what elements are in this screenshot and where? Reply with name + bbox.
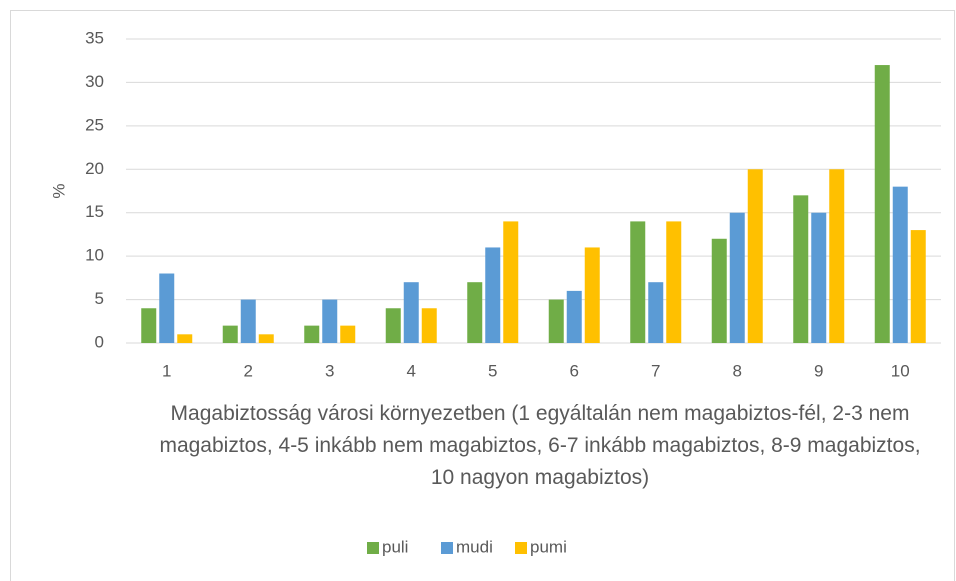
y-axis-label: % <box>49 183 68 198</box>
x-tick-label: 2 <box>244 361 253 380</box>
bar <box>141 308 157 343</box>
bar <box>630 221 646 343</box>
x-axis-label: Magabiztosság városi környezetben (1 egy… <box>159 402 921 489</box>
bar <box>421 308 437 343</box>
bar <box>793 195 809 343</box>
y-tick-label: 20 <box>85 159 104 178</box>
y-tick-label: 30 <box>85 72 104 91</box>
bar <box>648 282 664 343</box>
y-tick-label: 25 <box>85 115 104 134</box>
bar <box>403 282 419 343</box>
bar <box>829 169 845 343</box>
bar <box>177 334 193 343</box>
y-tick-label: 15 <box>85 202 104 221</box>
legend-swatch <box>515 542 527 554</box>
legend-swatch <box>367 542 379 554</box>
bar <box>240 299 256 343</box>
bar <box>711 238 727 343</box>
bar <box>503 221 519 343</box>
x-tick-label: 9 <box>814 361 823 380</box>
x-tick-label: 8 <box>733 361 742 380</box>
y-tick-label: 10 <box>85 246 104 265</box>
legend-label: pumi <box>530 537 567 556</box>
bar <box>666 221 682 343</box>
bar <box>874 65 890 344</box>
bar <box>910 230 926 343</box>
bar <box>222 325 238 343</box>
bar <box>747 169 763 343</box>
x-tick-label: 4 <box>407 361 416 380</box>
x-tick-label: 7 <box>651 361 660 380</box>
bar <box>485 247 501 343</box>
bar <box>322 299 338 343</box>
bar <box>304 325 320 343</box>
legend-label: mudi <box>456 537 493 556</box>
bar <box>729 212 745 343</box>
x-tick-label: 6 <box>570 361 579 380</box>
x-tick-label: 5 <box>488 361 497 380</box>
bar <box>385 308 401 343</box>
y-tick-label: 0 <box>95 332 104 351</box>
bar <box>467 282 483 343</box>
bar <box>340 325 356 343</box>
bar <box>566 290 582 343</box>
x-tick-label: 3 <box>325 361 334 380</box>
bar <box>811 212 827 343</box>
chart-border <box>10 10 955 581</box>
bar <box>258 334 274 343</box>
y-tick-label: 5 <box>95 289 104 308</box>
bar <box>548 299 564 343</box>
bar <box>584 247 600 343</box>
x-tick-label: 1 <box>162 361 171 380</box>
legend-label: puli <box>382 537 408 556</box>
x-tick-label: 10 <box>891 361 910 380</box>
bar <box>159 273 175 343</box>
y-tick-label: 35 <box>85 28 104 47</box>
legend-swatch <box>441 542 453 554</box>
bar <box>892 186 908 343</box>
